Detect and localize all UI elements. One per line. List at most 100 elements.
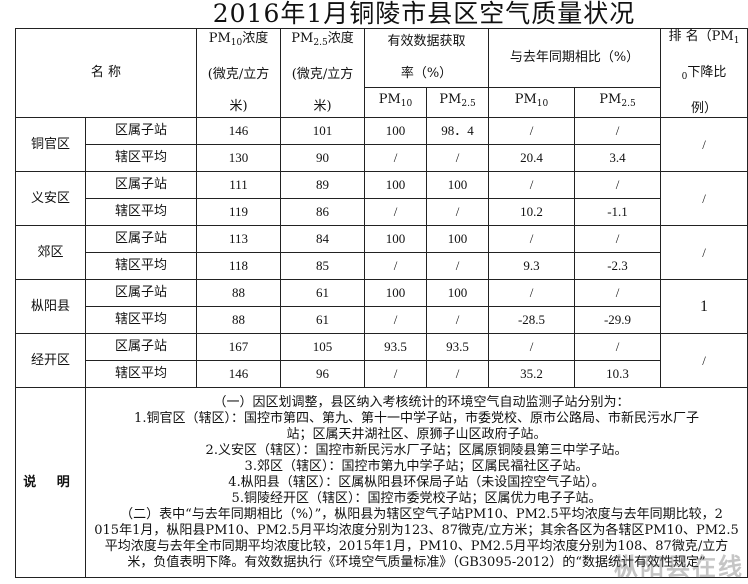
name-header: 名 称 [15,28,197,118]
district-cell: 义安区 [15,171,86,226]
pm25-cell: 90 [280,144,365,172]
rate-pm10-header: PM10 [364,86,427,119]
pm10-cell: 118 [196,252,281,280]
pm25-cell: 105 [280,333,365,361]
yoy25-cell: / [574,225,661,253]
table-row: 辖区平均 119 86 / / 10.2 -1.1 [16,198,748,226]
yoy10-cell: -28.5 [488,306,575,334]
rate25-cell: / [426,198,489,226]
rate10-cell: / [364,198,427,226]
notes-row: 说 明 （一）因区划调整，县区纳入考核统计的环境空气自动监测子站分别为： 1.铜… [15,387,748,578]
row-label: 辖区平均 [85,144,197,172]
rate10-cell: 93.5 [364,333,427,361]
table-row: 经开区 区属子站 167 105 93.5 93.5 / / / [15,333,748,388]
district-cell: 郊区 [15,225,86,280]
pm10-cell: 88 [196,279,281,307]
note-line: 站；区属天井湖社区、原狮子山区政府子站。 [286,426,547,442]
pm10-cell: 111 [196,171,281,199]
rate10-cell: 100 [364,279,427,307]
pm10-concentration-header: PM10浓度 (微克/立方 米) [196,28,281,118]
yoy10-cell: 20.4 [488,144,575,172]
yoy10-cell: / [488,117,575,145]
note-line: （二）表中“与去年同期相比（%）”，枞阳县为辖区空气子站PM10、PM2.5平均… [120,506,723,522]
yoy25-cell: / [574,333,661,361]
pm25-concentration-header: PM2.5浓度 (微克/立方 米) [280,28,365,118]
pm25-cell: 101 [280,117,365,145]
pm25-cell: 96 [280,360,365,388]
row-label: 区属子站 [85,117,197,145]
yoy25-cell: / [574,171,661,199]
rate10-cell: / [364,306,427,334]
rate25-cell: / [426,360,489,388]
rate25-cell: 98．4 [426,117,489,145]
pm25-cell: 89 [280,171,365,199]
pm10-cell: 119 [196,198,281,226]
rank-cell: / [660,117,748,172]
table-row: 郊区 区属子站 113 84 100 100 / / / [15,225,748,280]
rank-cell: / [660,225,748,280]
rate10-cell: / [364,144,427,172]
yoy10-cell: / [488,225,575,253]
yoy10-cell: / [488,279,575,307]
table-row: 枞阳县 区属子站 88 61 100 100 / / 1 [15,279,748,334]
note-line: （一）因区划调整，县区纳入考核统计的环境空气自动监测子站分别为： [213,394,630,410]
rate10-cell: 100 [364,225,427,253]
table-row: 辖区平均 88 61 / / -28.5 -29.9 [16,306,748,334]
rate10-cell: 100 [364,117,427,145]
rate10-cell: 100 [364,171,427,199]
district-cell: 铜官区 [15,117,86,172]
rank-cell: / [660,171,748,226]
pm10-cell: 167 [196,333,281,361]
yoy10-cell: 35.2 [488,360,575,388]
rate25-cell: 100 [426,225,489,253]
yoy25-cell: -2.3 [574,252,661,280]
pm25-cell: 86 [280,198,365,226]
rate25-cell: 93.5 [426,333,489,361]
pm25-cell: 61 [280,279,365,307]
rank-header: 排 名（PM1 0下降比 例） [660,28,748,118]
header-row: 名 称 PM10浓度 (微克/立方 米) PM2.5浓度 (微克/立方 米) 有效数… [15,28,748,118]
rank-cell: / [660,333,748,388]
rank-cell: 1 [660,279,748,334]
rate25-cell: / [426,144,489,172]
note-line: 4.枞阳县（辖区）：区属枞阳县环保局子站（未设国控空气子站）。 [228,474,605,490]
pm25-cell: 85 [280,252,365,280]
table-row: 义安区 区属子站 111 89 100 100 / / / [15,171,748,226]
yoy25-cell: 3.4 [574,144,661,172]
yoy-pm25-header: PM2.5 [574,86,661,119]
row-label: 辖区平均 [85,360,197,388]
notes-label: 说 明 [15,387,86,578]
yoy25-cell: -29.9 [574,306,661,334]
table-row: 铜官区 区属子站 146 101 100 98．4 / / / [15,117,748,172]
yoy-pm10-header: PM10 [488,86,575,119]
pm25-cell: 61 [280,306,365,334]
note-line: 平均浓度与去年全市同期平均浓度比较，2015年1月，PM10、PM2.5月平均浓… [104,538,729,554]
yoy10-cell: 10.2 [488,198,575,226]
pm25-cell: 84 [280,225,365,253]
note-line: 1.铜官区（辖区）：国控市第四、第九、第十一中学子站，市委党校、原市公路局、市新… [134,410,699,426]
valid-rate-header: 有效数据获取 率（%） [364,28,489,88]
pm10-cell: 146 [196,117,281,145]
yoy10-cell: / [488,171,575,199]
note-line: 015年1月，枞阳县PM10、PM2.5月平均浓度分别为123、87微克/立方米… [94,522,739,538]
note-line: 2.义安区（辖区）：国控市新民污水厂子站；区属原铜陵县第三中学子站。 [205,442,628,458]
notes-text: （一）因区划调整，县区纳入考核统计的环境空气自动监测子站分别为： 1.铜官区（辖… [85,387,748,578]
air-quality-table: 名 称 PM10浓度 (微克/立方 米) PM2.5浓度 (微克/立方 米) 有效数… [15,28,748,578]
rate25-cell: / [426,252,489,280]
pm10-cell: 130 [196,144,281,172]
row-label: 辖区平均 [85,252,197,280]
row-label: 辖区平均 [85,198,197,226]
district-cell: 枞阳县 [15,279,86,334]
yoy10-cell: / [488,333,575,361]
pm10-cell: 146 [196,360,281,388]
watermark-logo: 枞阳县在线 [614,553,744,581]
rate-pm25-header: PM2.5 [426,86,489,119]
pm10-cell: 113 [196,225,281,253]
page-title: 2016年1月铜陵市县区空气质量状况 [212,0,636,28]
row-label: 区属子站 [85,279,197,307]
row-label: 区属子站 [85,171,197,199]
row-label: 辖区平均 [85,306,197,334]
table-row: 辖区平均 118 85 / / 9.3 -2.3 [16,252,748,280]
rate10-cell: / [364,360,427,388]
row-label: 区属子站 [85,225,197,253]
